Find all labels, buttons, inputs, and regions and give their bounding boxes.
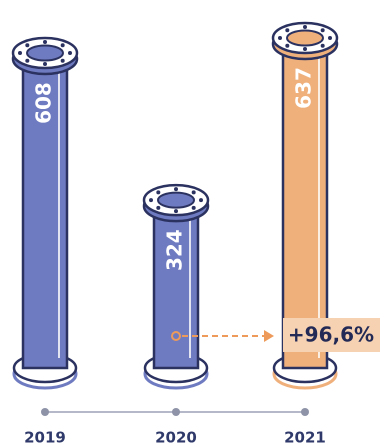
axis-dot [301,408,309,416]
bolt [278,36,282,40]
pipe-opening [26,44,64,62]
bolt [60,43,65,48]
x-tick-label: 2020 [155,429,197,447]
bolt [285,28,290,33]
bolt [320,28,325,33]
bolt [18,51,22,56]
axis-dot [41,408,49,416]
annotation: +96,6% [288,323,374,347]
x-tick-label: 2019 [24,429,66,447]
bolt [320,43,325,48]
bolt [149,198,153,203]
bolt [174,209,178,214]
bolt [174,187,178,192]
bolt [25,43,30,48]
arrow-head [264,330,274,342]
annotation-box [283,318,380,352]
value-label: 637 [292,67,316,109]
bolt [191,205,196,210]
bolt [156,205,161,210]
value-label: 608 [32,82,56,124]
bolt [43,62,47,67]
bolt [191,190,196,195]
arrow-start [171,331,181,341]
bolt [68,51,72,56]
bolt [285,43,290,48]
bolt [199,198,203,203]
bolt [25,58,30,63]
bolt [328,36,332,40]
bar [152,198,200,370]
x-tick-label: 2021 [284,429,326,447]
bolt [60,58,65,63]
bolt [303,47,307,51]
bolt [43,40,47,45]
bolt [156,190,161,195]
pipe-opening [286,29,324,47]
bolt [303,25,307,29]
pipe-opening [157,191,195,209]
value-label: 324 [163,229,187,271]
axis-dot [172,408,180,416]
